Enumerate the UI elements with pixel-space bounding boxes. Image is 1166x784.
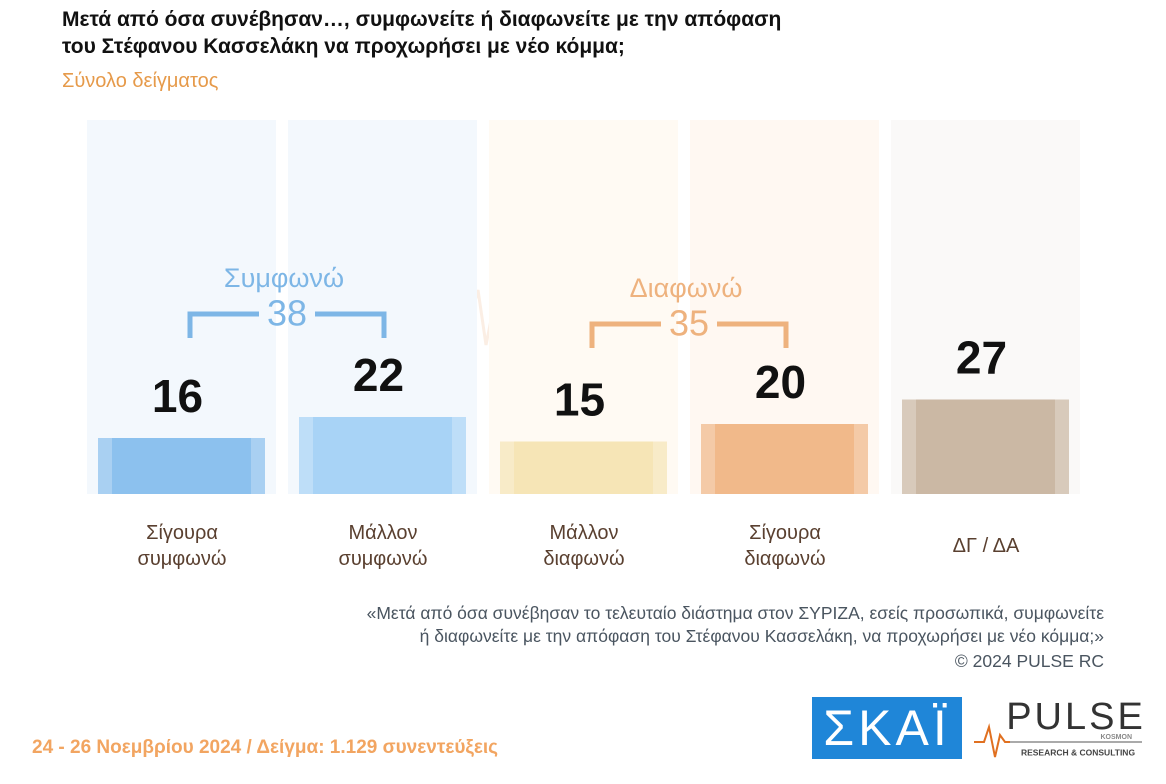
column-background — [87, 120, 276, 494]
bar — [98, 438, 265, 494]
bar-shade — [854, 424, 868, 494]
value-label: 27 — [956, 332, 1007, 384]
value-label: 20 — [755, 356, 806, 408]
value-label: 16 — [152, 370, 203, 422]
bar — [500, 441, 667, 494]
chart-subtitle: Σύνολο δείγματος — [62, 70, 219, 92]
bar-shade — [452, 417, 466, 494]
x-tick-label: Σίγουρα συμφωνώ — [137, 522, 227, 570]
bar-shade — [701, 424, 715, 494]
x-tick-label: Μάλλον συμφωνώ — [338, 522, 428, 570]
group-bracket — [717, 321, 789, 348]
pulse-logo-text: PULSE — [1006, 697, 1146, 738]
bar — [299, 417, 466, 494]
bar-shade — [500, 441, 514, 494]
value-label: 15 — [554, 374, 605, 426]
group-name: Συμφωνώ — [224, 263, 344, 293]
copyright: © 2024 PULSE RC — [954, 651, 1104, 671]
pulse-logo: PULSE KOSMON RESEARCH & CONSULTING — [974, 697, 1146, 757]
kosmon-text: KOSMON — [1101, 734, 1133, 741]
skai-logo: ΣΚΑΪ — [812, 697, 962, 759]
group-name: Διαφωνώ — [630, 273, 743, 303]
bar-shade — [299, 417, 313, 494]
group-value: 35 — [669, 303, 709, 344]
bar-shade — [1055, 399, 1069, 494]
footer: 24 - 26 Νοεμβρίου 2024 / Δείγμα: 1.129 σ… — [32, 737, 499, 758]
bar — [701, 424, 868, 494]
bar-shade — [98, 438, 112, 494]
group-bracket — [187, 311, 259, 338]
bar-shade — [902, 399, 916, 494]
question-note: «Μετά από όσα συνέβησαν το τελευταίο διά… — [366, 603, 1104, 646]
group-bracket — [315, 311, 387, 338]
bar-shade — [251, 438, 265, 494]
x-tick-label: Μάλλον διαφωνώ — [543, 522, 625, 570]
group-bracket — [589, 321, 661, 348]
group-value: 38 — [267, 293, 307, 334]
column-background — [489, 120, 678, 494]
bar-shade — [653, 441, 667, 494]
x-tick-label: Σίγουρα διαφωνώ — [744, 522, 826, 570]
chart-title: Μετά από όσα συνέβησαν…, συμφωνείτε ή δι… — [62, 8, 782, 58]
x-tick-label: ΔΓ / ΔΑ — [952, 535, 1020, 557]
pulse-logo-sub: RESEARCH & CONSULTING — [1021, 747, 1136, 757]
value-label: 22 — [353, 349, 404, 401]
bar — [902, 399, 1069, 494]
